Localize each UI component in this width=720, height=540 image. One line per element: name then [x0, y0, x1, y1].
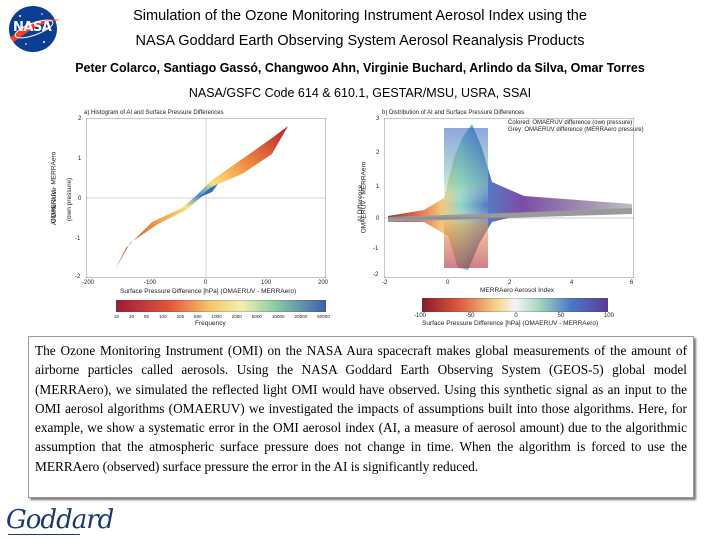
x-tick-label: 2: [508, 280, 512, 286]
colorbar-tick: 50000: [317, 314, 330, 319]
x-tick-label: 100: [261, 280, 272, 286]
colorbar-label: Frequency: [195, 320, 226, 327]
colorbar-label: Surface Pressure Difference [hPa] (OMAER…: [422, 320, 599, 327]
legend-grey: Grey: OMAERUV difference (MERRAero press…: [508, 127, 644, 133]
frequency-colorbar: [116, 300, 326, 312]
y-tick-label: 0: [376, 216, 380, 222]
figure-right: b) Distribution of AI and Surface Pressu…: [357, 108, 660, 333]
colorbar-tick: 50: [557, 313, 565, 319]
y-axis-label: (own pressure): [66, 177, 74, 222]
x-tick-label: -100: [144, 280, 157, 286]
colorbar-tick: -100: [414, 313, 427, 319]
y-tick-label: 2: [78, 116, 82, 122]
figure-right-title: b) Distribution of AI and Surface Pressu…: [382, 110, 525, 116]
goddard-logo-underline: [8, 534, 80, 535]
x-tick-label: -2: [382, 280, 388, 286]
y-tick-label: 2: [376, 150, 380, 156]
x-tick-label: 4: [570, 280, 574, 286]
x-tick-label: -200: [82, 280, 95, 286]
summary-text: The Ozone Monitoring Instrument (OMI) on…: [35, 343, 687, 474]
colorbar-tick: -50: [465, 313, 475, 319]
colorbar-tick: 100: [603, 313, 614, 319]
y-tick-label: 1: [376, 184, 380, 190]
x-tick-label: 6: [630, 280, 634, 286]
colorbar-tick: 20000: [294, 314, 308, 319]
summary-box: [28, 336, 694, 498]
affiliation: NASA/GSFC Code 614 & 610.1, GESTAR/MSU, …: [188, 86, 532, 100]
distribution-plot: [384, 118, 634, 278]
colorbar-tick: 100: [158, 314, 167, 319]
colorbar-tick: 2000: [231, 314, 242, 319]
figure-left-title: a) Histogram of AI and Surface Pressure …: [84, 110, 224, 116]
nasa-logo: NASA: [4, 4, 62, 54]
nasa-logo-text: NASA: [13, 20, 52, 35]
colorbar-tick: 500: [194, 314, 202, 319]
pressure-colorbar: [422, 298, 608, 312]
histogram-plot: [86, 118, 326, 278]
x-axis-label: MERRAero Aerosol Index: [480, 287, 555, 294]
colorbar-tick: 1000: [211, 314, 222, 319]
colorbar-ticks: -100 -50 0 50 100: [414, 313, 614, 319]
colorbar-tick: 50: [143, 314, 150, 319]
title-line-1: Simulation of the Ozone Monitoring Instr…: [133, 8, 587, 24]
colorbar-tick: 0: [514, 313, 518, 319]
title-line-2: NASA Goddard Earth Observing System Aero…: [135, 33, 585, 49]
y-tick-label: -1: [75, 236, 81, 242]
y-tick-label: 1: [78, 156, 82, 162]
colorbar-tick: 20: [128, 314, 135, 319]
x-tick-label: 0: [446, 280, 450, 286]
figure-left: a) Histogram of AI and Surface Pressure …: [50, 108, 350, 333]
legend-colored: Colored: OMAERUV difference (own pressur…: [508, 120, 633, 126]
y-tick-label: -1: [373, 246, 379, 252]
y-tick-label: -2: [75, 274, 81, 280]
colorbar-tick: 10000: [271, 314, 285, 319]
colorbar-ticks: 10 20 50 100 200 500 1000 2000 5000 1000…: [114, 314, 330, 319]
colorbar-tick: 10: [114, 314, 120, 319]
y-tick-label: -2: [373, 272, 379, 278]
colorbar-tick: 5000: [251, 314, 262, 319]
x-tick-label: 0: [204, 280, 208, 286]
y-axis-label: OMAERUV - MERRAero: [360, 161, 368, 234]
y-axis-label: OMAERUV - MERRAero: [50, 151, 58, 224]
x-axis-label: Surface Pressure Difference [hPa] (OMAER…: [120, 288, 297, 295]
goddard-logo: Goddard: [6, 505, 114, 535]
colorbar-tick: 200: [176, 314, 185, 319]
y-tick-label: 0: [78, 196, 82, 202]
x-tick-label: 200: [318, 280, 329, 286]
author-list: Peter Colarco, Santiago Gassó, Changwoo …: [75, 61, 645, 75]
y-tick-label: 3: [376, 116, 380, 122]
